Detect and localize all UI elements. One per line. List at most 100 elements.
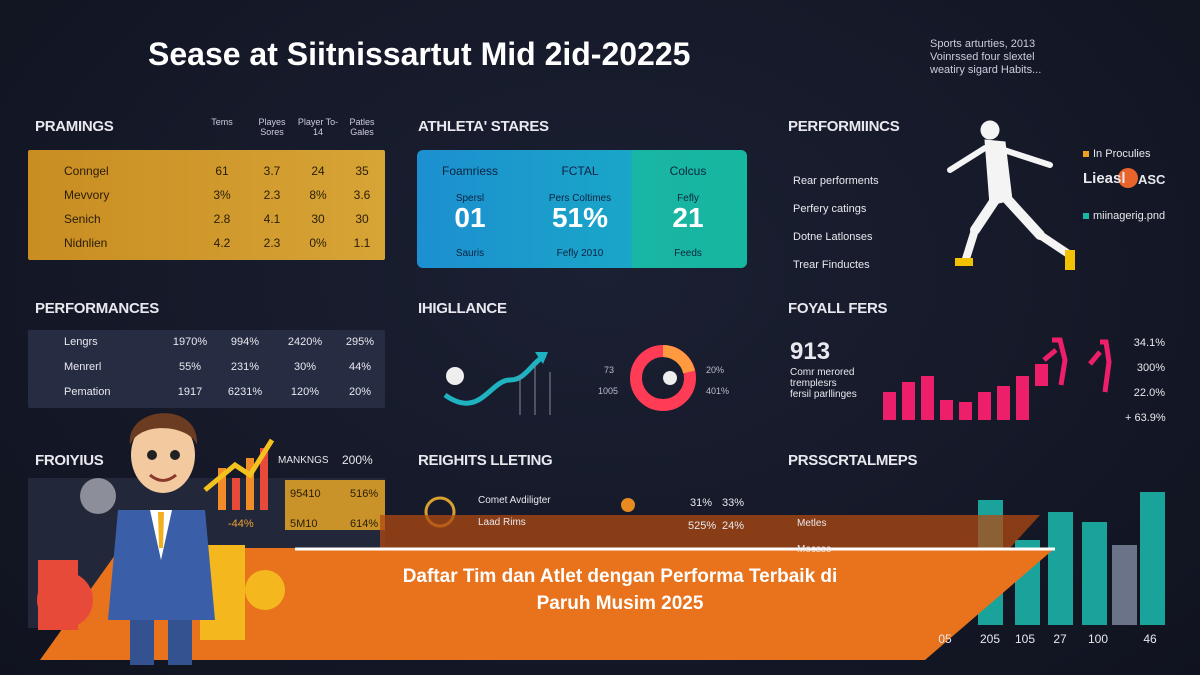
card-value: 21	[672, 202, 704, 233]
cell: 8%	[309, 188, 327, 202]
cell: 295%	[345, 336, 375, 348]
stat: 34.1%	[1133, 337, 1165, 349]
column-header: Patles Gales	[349, 117, 375, 137]
list-item: Dotne Latlonses	[793, 231, 873, 243]
legend-entry: ASC	[1138, 172, 1166, 187]
athletes-box	[417, 150, 747, 268]
legend-swatch	[1083, 213, 1089, 219]
card-foot: Feeds	[674, 248, 702, 259]
stat: 31%	[690, 497, 713, 509]
card-head: FCTAL	[561, 164, 599, 178]
caption: Comet Avdiligter	[478, 495, 551, 506]
stat: 33%	[722, 497, 745, 509]
cell: 2420%	[287, 336, 323, 348]
stat: 525%	[688, 520, 717, 532]
axis-label: 46	[1143, 632, 1157, 646]
list-item: Trear Finductes	[793, 259, 870, 271]
card-foot: Sauris	[455, 248, 485, 259]
card-head: Foamriess	[441, 164, 498, 178]
stat: 24%	[722, 520, 745, 532]
cell: 24	[311, 164, 325, 178]
caption: tremplesrs	[790, 378, 837, 389]
column-header: Playes Sores	[258, 117, 286, 137]
cell: 5M10	[290, 518, 318, 530]
row-label: Conngel	[64, 164, 109, 178]
chart-label: 401%	[706, 386, 730, 396]
cell: 2.3	[263, 188, 281, 202]
card-sub: Fefly	[677, 193, 699, 204]
ball-icon	[446, 367, 464, 385]
provius-highlight	[285, 480, 385, 530]
big-number: 913	[790, 338, 831, 365]
cell: 120%	[290, 386, 320, 398]
banner	[40, 548, 1055, 660]
headline: Paruh Musim 2025	[536, 593, 704, 614]
cell: 4.1	[263, 212, 281, 226]
trend-arrow	[535, 352, 548, 364]
panel-title: PRAMINGS	[35, 118, 114, 135]
cell: 30	[311, 212, 325, 226]
cell: 0%	[309, 236, 327, 250]
mascot	[37, 413, 285, 665]
cell: 6231%	[227, 386, 263, 398]
cell: 4.2	[213, 236, 231, 250]
runner-figure	[947, 120, 1075, 270]
caption: fersil parllinges	[790, 389, 857, 400]
axis-label: 100	[1087, 632, 1109, 646]
axis-label: 205	[979, 632, 1001, 646]
caption: Mecsse	[797, 544, 832, 555]
trend-curve	[443, 352, 547, 406]
card-head: Colcus	[669, 164, 707, 178]
header-note: weatiry sigard Habits...	[930, 64, 1042, 76]
page-title: Sease at Siitnissartut Mid 2id-20225	[148, 36, 691, 72]
list-item: Rear performents	[793, 175, 879, 187]
cell: 1970%	[172, 336, 208, 348]
person-icon	[621, 498, 635, 512]
stat: 300%	[1136, 362, 1165, 374]
column-header: MANKNGS	[278, 455, 329, 466]
caption: Laad Rims	[478, 517, 526, 528]
column-header: Player To-14	[297, 117, 339, 137]
panel-title: PERFORMANCES	[35, 300, 159, 317]
list-item: Perfery catings	[793, 203, 867, 215]
axis-label: 27	[1053, 632, 1067, 646]
cell: 30	[355, 212, 369, 226]
cell: -44%	[228, 518, 254, 530]
athlete-icon	[1042, 337, 1068, 386]
legend-entry: In Proculies	[1093, 148, 1151, 160]
donut-segment	[662, 345, 695, 374]
stat: 22.0%	[1133, 387, 1165, 399]
panel-title: REIGHITS LLETING	[418, 452, 553, 469]
athlete-icon	[1088, 339, 1112, 393]
card-foot: Fefly 2010	[556, 248, 604, 259]
card-sub: Spersl	[455, 193, 485, 204]
row-label: Pemation	[64, 386, 111, 398]
cell: 1.1	[353, 236, 371, 250]
row-label: Mevvory	[64, 188, 110, 202]
panel-title: ATHLETA' STARES	[418, 118, 549, 135]
card-value: 51%	[551, 202, 609, 233]
cell: 61	[215, 164, 229, 178]
cell: 1917	[177, 386, 203, 398]
legend-ball	[1118, 168, 1138, 188]
ball-icon	[663, 371, 677, 385]
trend-bars	[519, 365, 551, 415]
caption: Comr merored	[790, 367, 855, 378]
header-note: Sports arturties, 2013	[930, 38, 1036, 50]
stat: + 63.9%	[1125, 412, 1166, 424]
cell: 55%	[178, 361, 202, 373]
royal-bars	[883, 364, 1048, 420]
row-label: Senich	[64, 212, 101, 226]
panel-title: PRSSCRTALMEPS	[788, 452, 918, 469]
row-label: Menrerl	[64, 361, 102, 373]
cell: 30%	[293, 361, 317, 373]
performances-box	[28, 330, 385, 408]
cell: 2.8	[213, 212, 231, 226]
cell: 3.7	[263, 164, 281, 178]
caption: Metles	[797, 518, 827, 529]
axis-label: 105	[1014, 632, 1036, 646]
header-note: Voinrssed four slextel	[930, 51, 1035, 63]
column-header: Tems	[211, 117, 233, 127]
